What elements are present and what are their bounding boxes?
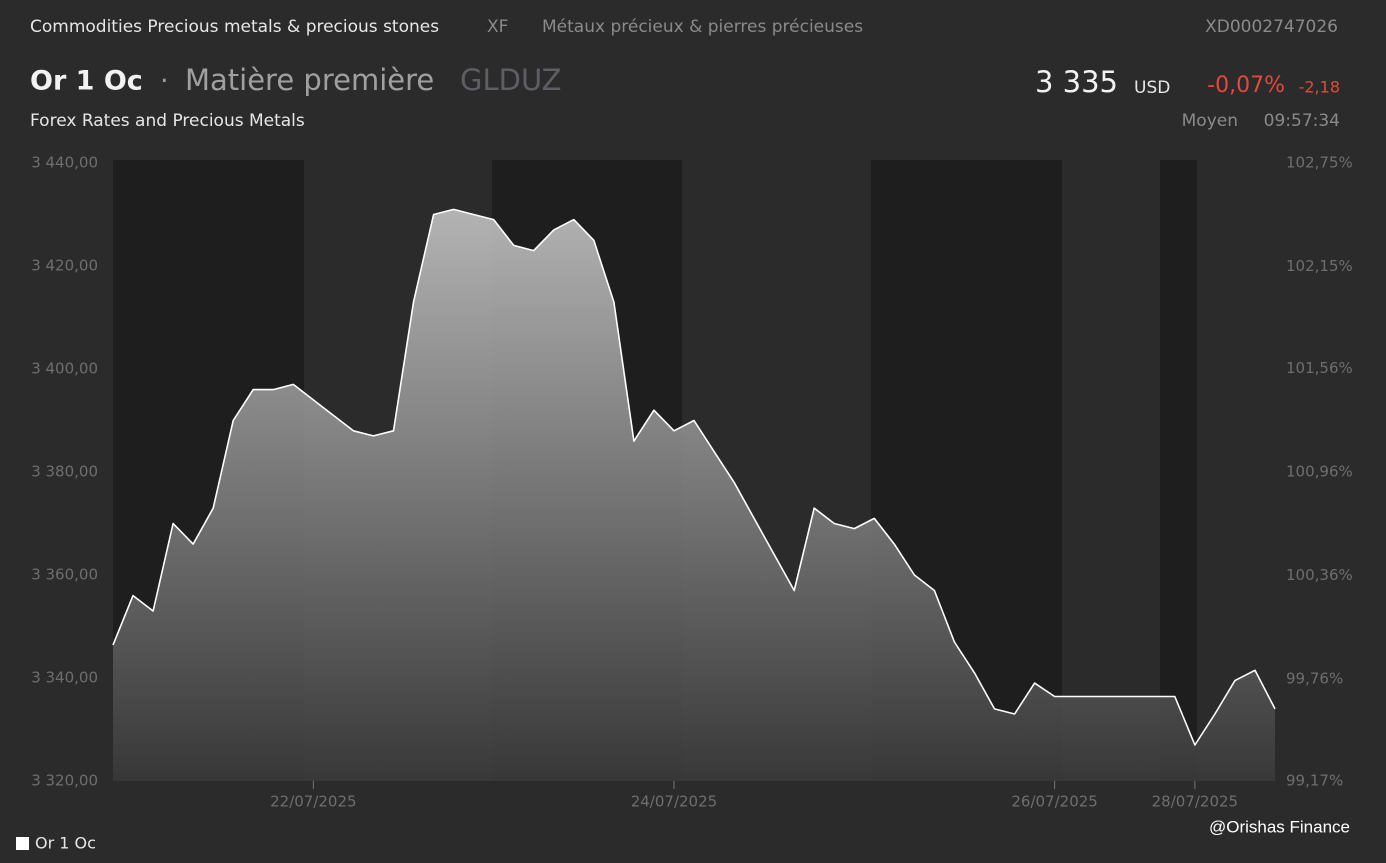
source: Forex Rates and Precious Metals bbox=[30, 111, 305, 131]
y-tick-label: 3 340,00 bbox=[31, 669, 98, 687]
price: 3 335 bbox=[1035, 65, 1118, 99]
band bbox=[1160, 160, 1197, 781]
y2-tick-label: 100,96% bbox=[1286, 463, 1353, 481]
y2-tick-label: 100,36% bbox=[1286, 566, 1353, 584]
change-pct: -0,07% bbox=[1207, 73, 1285, 98]
legend-label: Or 1 Oc bbox=[35, 834, 96, 853]
y2-tick-label: 99,76% bbox=[1286, 670, 1343, 688]
line bbox=[112, 208, 1276, 746]
currency: USD bbox=[1134, 78, 1170, 98]
y-tick-label: 3 360,00 bbox=[31, 566, 98, 584]
category: Commodities Precious metals & precious s… bbox=[30, 17, 439, 37]
area bbox=[113, 209, 1275, 781]
name: Or 1 Oc bbox=[30, 66, 143, 97]
y-tick-label: 3 320,00 bbox=[31, 772, 98, 790]
change: -2,18 bbox=[1299, 78, 1340, 97]
y2-tick-label: 99,17% bbox=[1286, 772, 1343, 790]
y-tick-label: 3 420,00 bbox=[31, 257, 98, 275]
ticker: GLDUZ bbox=[460, 63, 562, 97]
market: XF bbox=[487, 17, 508, 37]
x-tick-label: 28/07/2025 bbox=[1152, 793, 1238, 811]
y2-tick-label: 102,15% bbox=[1286, 257, 1353, 275]
y2-tick-label: 102,75% bbox=[1286, 154, 1353, 172]
x-tick-label: 22/07/2025 bbox=[270, 793, 356, 811]
y-tick-label: 3 440,00 bbox=[31, 154, 98, 172]
x-tick-label: 24/07/2025 bbox=[631, 793, 717, 811]
legend-swatch bbox=[16, 837, 29, 850]
y-tick-label: 3 380,00 bbox=[31, 463, 98, 481]
category-fr: Métaux précieux & pierres précieuses bbox=[542, 17, 863, 37]
credit: @Orishas Finance bbox=[1209, 817, 1350, 836]
kind: Matière première bbox=[185, 63, 434, 97]
isin: XD0002747026 bbox=[1205, 17, 1338, 37]
x-tick-label: 26/07/2025 bbox=[1011, 793, 1097, 811]
y-tick-label: 3 400,00 bbox=[31, 360, 98, 378]
y2-tick-label: 101,56% bbox=[1286, 359, 1353, 377]
time: 09:57:34 bbox=[1264, 111, 1340, 131]
separator: · bbox=[160, 66, 169, 97]
price-type: Moyen bbox=[1182, 111, 1238, 131]
